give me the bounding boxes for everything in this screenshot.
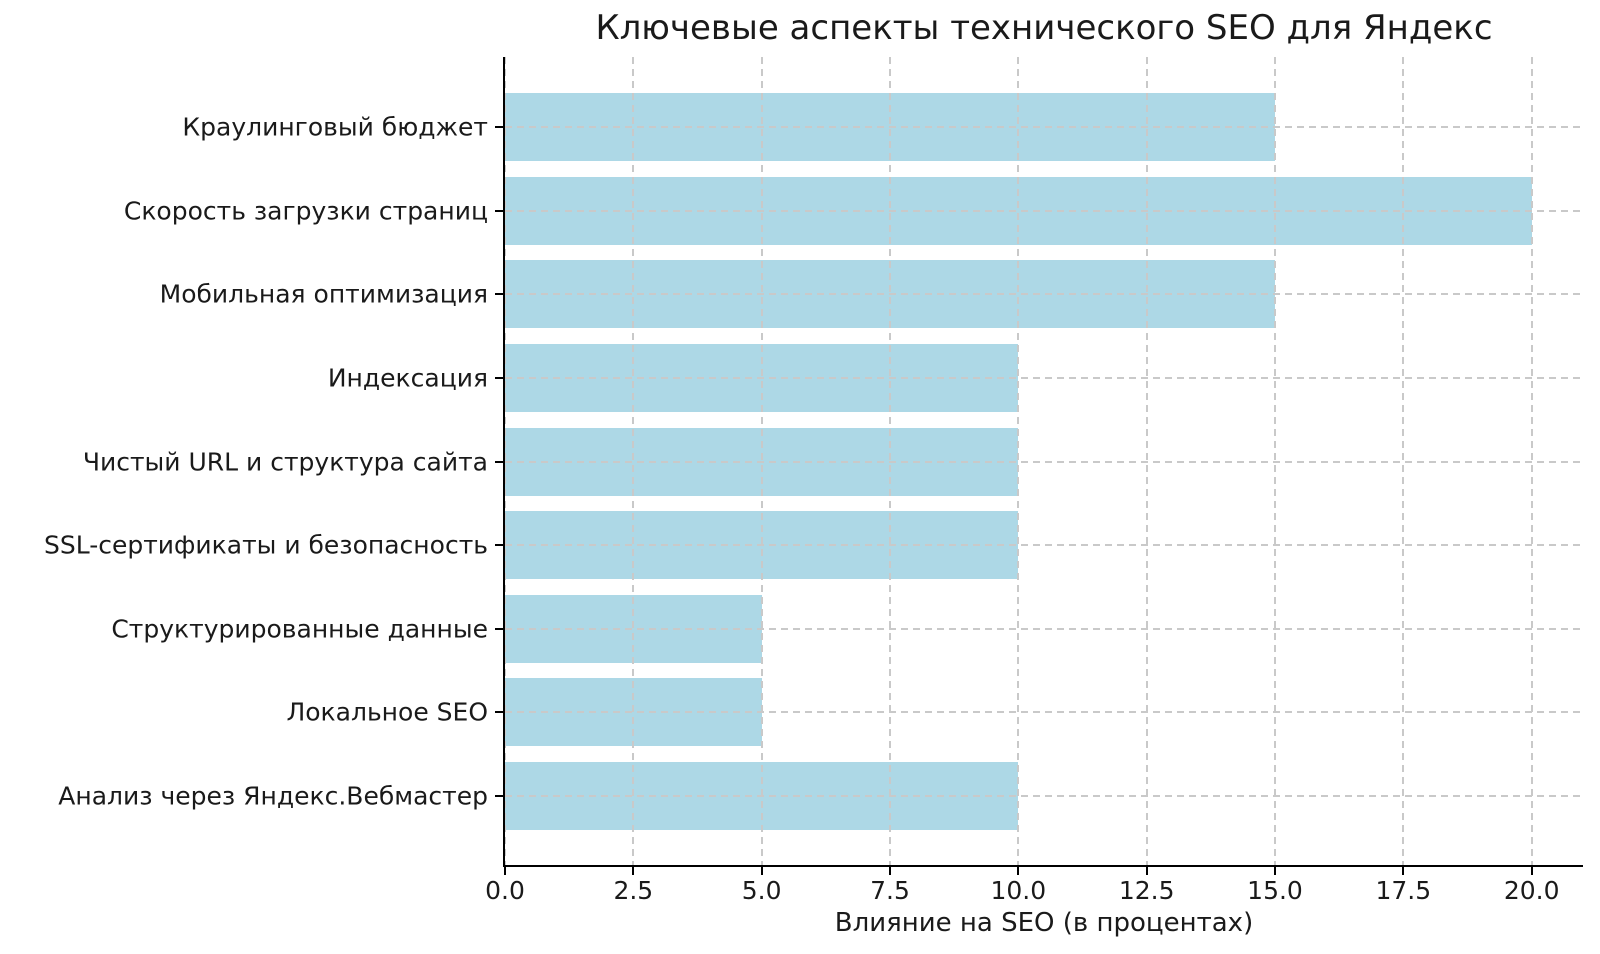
gridline-h [505,544,1583,547]
x-tick-label: 10.0 [990,876,1047,905]
gridline-h [505,711,1583,714]
gridline-v [632,57,635,866]
y-tick-mark [495,795,503,797]
gridline-v [1530,57,1533,866]
x-tick-mark [1530,867,1533,875]
gridline-v [1145,57,1148,866]
y-axis-spine [503,57,505,867]
gridline-v [1274,57,1276,866]
gridline-v [1402,57,1405,866]
y-tick-mark [495,627,503,630]
y-tick-mark [495,460,503,463]
y-tick-mark [495,209,503,212]
x-tick-mark [1145,867,1148,875]
x-tick-mark [1274,867,1276,875]
x-axis-label: Влияние на SEO (в процентах) [834,908,1254,938]
plot-area [504,57,1583,866]
x-tick-mark [632,867,635,875]
gridline-v [760,57,763,866]
gridline-h [505,627,1583,630]
x-tick-label: 12.5 [1118,876,1175,905]
y-tick-label: Индексация [327,363,488,393]
y-tick-mark [495,293,503,296]
y-tick-mark [495,544,503,547]
y-tick-label: SSL-сертификаты и безопасность [43,530,488,560]
x-tick-mark [1402,867,1405,875]
y-tick-label: Структурированные данные [111,614,488,644]
y-tick-mark [495,376,503,379]
x-tick-label: 17.5 [1375,876,1432,905]
x-tick-mark [889,867,891,875]
grid-layer [504,57,1583,866]
y-tick-label: Мобильная оптимизация [159,279,488,309]
x-tick-label: 0.0 [485,876,525,905]
x-tick-label: 5.0 [741,876,782,905]
y-tick-label: Чистый URL и структура сайта [82,447,488,476]
gridline-h [505,126,1583,128]
x-tick-label: 15.0 [1247,876,1303,905]
gridline-h [505,376,1583,379]
y-tick-label: Локальное SEO [286,697,488,727]
y-tick-label: Анализ через Яндекс.Вебмастер [58,781,488,811]
y-tick-label: Скорость загрузки страниц [123,196,488,226]
gridline-h [505,795,1583,797]
chart-title: Ключевые аспекты технического SEO для Ян… [595,8,1493,48]
x-tick-label: 2.5 [613,876,654,905]
gridline-h [505,460,1583,463]
gridline-v [1017,57,1020,866]
y-tick-mark [495,126,503,128]
x-tick-mark [760,867,763,875]
y-tick-label: Краулинговый бюджет [182,112,488,142]
x-tick-label: 7.5 [870,876,910,905]
gridline-v [504,57,506,866]
gridline-h [505,293,1583,296]
x-tick-mark [504,867,506,875]
gridline-h [505,209,1583,212]
x-tick-label: 20.0 [1503,876,1560,905]
y-tick-mark [495,711,503,714]
x-tick-mark [1017,867,1020,875]
gridline-v [889,57,891,866]
x-axis-spine [503,865,1583,867]
